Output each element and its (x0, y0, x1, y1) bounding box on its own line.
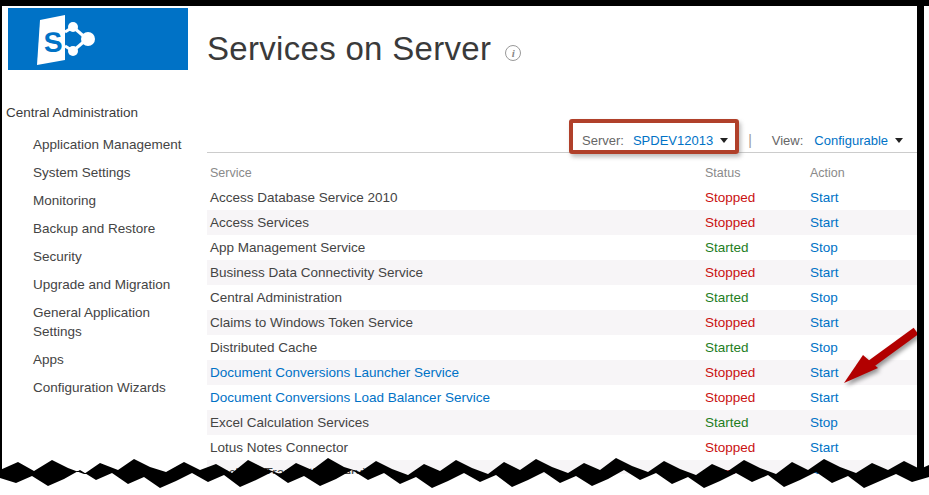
column-header-status: Status (705, 166, 810, 180)
status-value: Started (705, 340, 810, 355)
action-link[interactable]: Start (810, 440, 920, 455)
table-row: Distributed CacheStartedStop (207, 335, 920, 360)
action-link[interactable]: Start (810, 390, 920, 405)
sidebar-item-application-management[interactable]: Application Management (6, 135, 196, 154)
service-name[interactable]: Document Conversions Load Balancer Servi… (207, 390, 705, 405)
table-row: Business Data Connectivity ServiceStoppe… (207, 260, 920, 285)
sidebar-item-security[interactable]: Security (6, 247, 196, 266)
toolbar-controls: Server: SPDEV12013 | View: Configurable (582, 130, 903, 150)
sidebar-item-monitoring[interactable]: Monitoring (6, 191, 196, 210)
service-name: Distributed Cache (207, 340, 705, 355)
server-selector[interactable]: SPDEV12013 (633, 133, 713, 148)
action-link[interactable]: Start (810, 190, 920, 205)
service-name: Access Services (207, 215, 705, 230)
table-row: Claims to Windows Token ServiceStoppedSt… (207, 310, 920, 335)
service-name: Lotus Notes Connector (207, 440, 705, 455)
view-label: View: (772, 133, 804, 148)
service-name[interactable]: Document Conversions Launcher Service (207, 365, 705, 380)
logo-letter: S (43, 26, 63, 58)
sidebar-item-central-administration[interactable]: Central Administration (6, 103, 196, 122)
action-link[interactable]: Stop (810, 240, 920, 255)
table-row: Document Conversions Load Balancer Servi… (207, 385, 920, 410)
status-value: Stopped (705, 365, 810, 380)
chevron-down-icon[interactable] (895, 138, 903, 143)
status-value: Stopped (705, 215, 810, 230)
service-name: Access Database Service 2010 (207, 190, 705, 205)
column-header-service: Service (207, 166, 705, 180)
table-row: App Management ServiceStartedStop (207, 235, 920, 260)
status-value: Stopped (705, 190, 810, 205)
status-value: Stopped (705, 265, 810, 280)
page-title: Services on Server (207, 30, 491, 68)
sidebar-item-apps[interactable]: Apps (6, 350, 196, 369)
services-on-server-page: S Central Administration Application Mana… (0, 0, 929, 495)
divider (207, 152, 919, 153)
separator: | (748, 132, 752, 148)
sidebar-item-configuration-wizards[interactable]: Configuration Wizards (6, 378, 196, 397)
table-row: Central AdministrationStartedStop (207, 285, 920, 310)
info-icon[interactable]: i (505, 45, 521, 61)
services-table: Service Status Action Access Database Se… (207, 160, 920, 485)
chevron-down-icon[interactable] (720, 138, 728, 143)
column-header-action: Action (810, 166, 920, 180)
table-row: Access ServicesStoppedStart (207, 210, 920, 235)
table-row: Document Conversions Launcher ServiceSto… (207, 360, 920, 385)
status-value: Stopped (705, 440, 810, 455)
status-value: Started (705, 290, 810, 305)
service-name: Central Administration (207, 290, 705, 305)
action-link[interactable]: Start (810, 465, 920, 480)
status-value: Started (705, 240, 810, 255)
screenshot-border-right (917, 3, 924, 471)
action-link[interactable]: Start (810, 365, 920, 380)
server-label: Server: (582, 133, 624, 148)
sidebar-item-general-application-settings[interactable]: General Application Settings (6, 303, 196, 341)
table-header: Service Status Action (207, 160, 920, 185)
table-row: Excel Calculation ServicesStartedStop (207, 410, 920, 435)
screenshot-border-left (0, 4, 2, 470)
service-name: Business Data Connectivity Service (207, 265, 705, 280)
service-name: Claims to Windows Token Service (207, 315, 705, 330)
service-name: App Management Service (207, 240, 705, 255)
sidebar-item-upgrade-and-migration[interactable]: Upgrade and Migration (6, 275, 196, 294)
status-value: Stopped (705, 315, 810, 330)
table-row: Machine Translation ServiceStoppedStart (207, 460, 920, 485)
sidebar-nav: Central Administration Application Manage… (6, 103, 196, 406)
action-link[interactable]: Start (810, 215, 920, 230)
sidebar-item-backup-and-restore[interactable]: Backup and Restore (6, 219, 196, 238)
action-link[interactable]: Start (810, 265, 920, 280)
view-selector[interactable]: Configurable (814, 133, 888, 148)
sharepoint-logo-icon: S (8, 8, 188, 70)
sharepoint-logo: S (8, 8, 188, 70)
action-link[interactable]: Stop (810, 290, 920, 305)
table-row: Access Database Service 2010StoppedStart (207, 185, 920, 210)
status-value: Started (705, 415, 810, 430)
screenshot-border-top (0, 0, 929, 6)
status-value: Stopped (705, 390, 810, 405)
action-link[interactable]: Stop (810, 340, 920, 355)
action-link[interactable]: Start (810, 315, 920, 330)
table-row: Lotus Notes ConnectorStoppedStart (207, 435, 920, 460)
service-name: Machine Translation Service (207, 465, 705, 480)
action-link[interactable]: Stop (810, 415, 920, 430)
service-name: Excel Calculation Services (207, 415, 705, 430)
sidebar-item-system-settings[interactable]: System Settings (6, 163, 196, 182)
status-value: Stopped (705, 465, 810, 480)
